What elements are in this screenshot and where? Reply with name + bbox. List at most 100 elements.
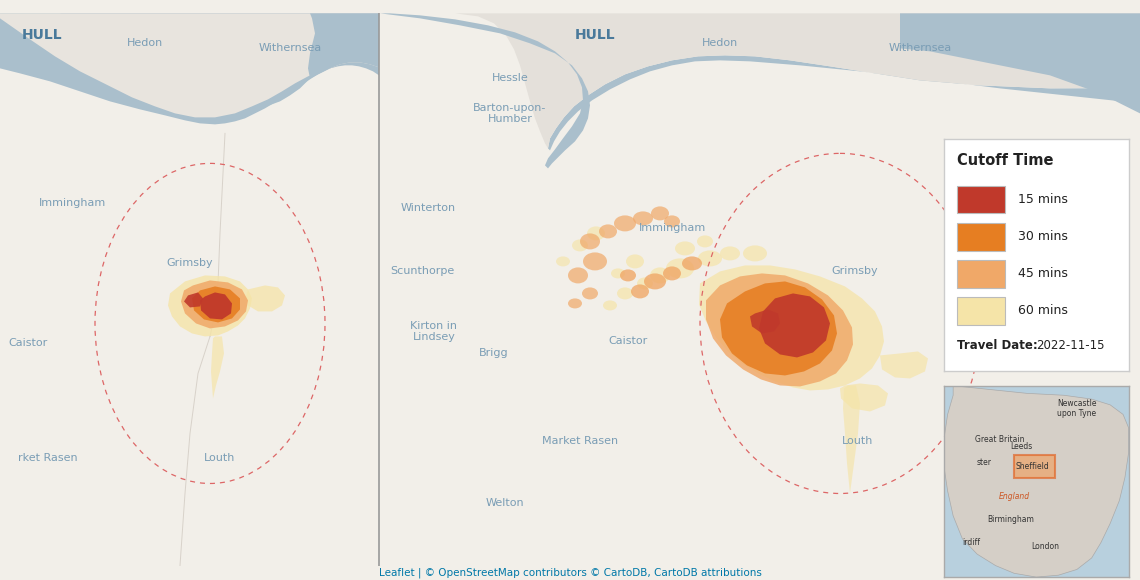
Text: Withernsea: Withernsea (888, 44, 952, 53)
Text: HULL: HULL (575, 28, 616, 42)
Text: Louth: Louth (842, 437, 873, 447)
Text: Cutoff Time: Cutoff Time (956, 153, 1053, 168)
Text: 15 mins: 15 mins (1018, 193, 1068, 206)
Text: Brigg: Brigg (479, 349, 508, 358)
Ellipse shape (743, 245, 767, 262)
Text: Grimsby: Grimsby (832, 266, 878, 277)
Text: Withernsea: Withernsea (259, 44, 321, 53)
Ellipse shape (633, 211, 653, 226)
Ellipse shape (568, 299, 583, 309)
Ellipse shape (587, 226, 605, 240)
Text: Leaflet | © OpenStreetMap contributors © CartoDB, CartoDB attributions: Leaflet | © OpenStreetMap contributors ©… (378, 567, 762, 578)
Text: Grimsby: Grimsby (166, 259, 213, 269)
Text: London: London (1032, 542, 1059, 551)
Polygon shape (0, 13, 378, 124)
Ellipse shape (632, 284, 649, 299)
Polygon shape (706, 273, 853, 386)
Polygon shape (0, 13, 378, 113)
Ellipse shape (698, 251, 722, 266)
Ellipse shape (675, 241, 695, 255)
Text: Leeds: Leeds (1010, 443, 1033, 451)
FancyBboxPatch shape (956, 223, 1004, 251)
Ellipse shape (556, 256, 570, 266)
FancyBboxPatch shape (956, 297, 1004, 325)
FancyBboxPatch shape (956, 186, 1004, 213)
Ellipse shape (620, 270, 636, 281)
Text: Hide: Hide (1027, 509, 1055, 522)
Text: Caistor: Caistor (8, 339, 48, 349)
Ellipse shape (603, 300, 617, 310)
Polygon shape (380, 13, 1140, 150)
Text: Immingham: Immingham (640, 223, 707, 233)
Ellipse shape (663, 215, 679, 227)
Polygon shape (168, 276, 252, 336)
Text: ster: ster (977, 458, 992, 467)
Text: England: England (999, 492, 1029, 501)
Polygon shape (380, 13, 1140, 148)
Text: Kirton in
Lindsey: Kirton in Lindsey (410, 321, 457, 342)
Text: HULL: HULL (22, 28, 63, 42)
Polygon shape (0, 13, 378, 117)
Text: 30 mins: 30 mins (1018, 230, 1068, 243)
Text: Scunthorpe: Scunthorpe (390, 266, 454, 277)
Polygon shape (840, 383, 888, 411)
Polygon shape (181, 280, 249, 328)
Polygon shape (842, 386, 860, 494)
Text: Louth: Louth (204, 454, 236, 463)
Ellipse shape (614, 215, 636, 231)
Polygon shape (699, 266, 884, 390)
Text: rket Rasen: rket Rasen (18, 454, 78, 463)
Text: Great Britain: Great Britain (975, 435, 1024, 444)
Text: Hessle: Hessle (491, 73, 528, 84)
Ellipse shape (651, 206, 669, 220)
Text: irdiff: irdiff (962, 538, 980, 547)
Text: Newcastle
upon Tyne: Newcastle upon Tyne (1057, 399, 1097, 418)
Text: Hedon: Hedon (702, 38, 738, 48)
Ellipse shape (583, 288, 598, 299)
Ellipse shape (663, 266, 681, 280)
FancyBboxPatch shape (1015, 455, 1054, 477)
Ellipse shape (626, 255, 644, 269)
Text: Market Rasen: Market Rasen (542, 437, 618, 447)
Text: 2022-11-15: 2022-11-15 (1036, 339, 1105, 352)
Ellipse shape (598, 224, 617, 238)
Text: Barton-upon-
Humber: Barton-upon- Humber (473, 103, 547, 124)
Text: Travel Date:: Travel Date: (956, 339, 1037, 352)
Ellipse shape (637, 277, 653, 289)
Polygon shape (308, 13, 378, 78)
Text: Winterton: Winterton (400, 204, 456, 213)
Polygon shape (184, 292, 203, 307)
Ellipse shape (682, 256, 702, 270)
Text: Caistor: Caistor (609, 336, 648, 346)
Polygon shape (246, 285, 285, 311)
Polygon shape (759, 293, 830, 357)
Ellipse shape (572, 240, 588, 251)
Text: Welton: Welton (486, 498, 524, 509)
Ellipse shape (720, 246, 740, 260)
Text: Birmingham: Birmingham (987, 515, 1034, 524)
Ellipse shape (650, 267, 670, 284)
Polygon shape (880, 351, 928, 378)
Ellipse shape (617, 288, 633, 299)
Ellipse shape (611, 269, 625, 278)
Polygon shape (899, 13, 1140, 113)
Text: 45 mins: 45 mins (1018, 267, 1068, 280)
Polygon shape (380, 13, 591, 168)
Polygon shape (200, 292, 233, 320)
Text: Hedon: Hedon (127, 38, 163, 48)
Ellipse shape (644, 273, 666, 289)
Text: 60 mins: 60 mins (1018, 304, 1068, 317)
FancyBboxPatch shape (956, 260, 1004, 288)
Polygon shape (192, 287, 241, 322)
Polygon shape (720, 281, 837, 375)
Ellipse shape (568, 267, 588, 284)
Ellipse shape (580, 233, 600, 249)
Polygon shape (0, 13, 378, 113)
Polygon shape (211, 336, 223, 398)
Polygon shape (944, 386, 1129, 577)
Ellipse shape (666, 259, 694, 278)
Text: Immingham: Immingham (39, 198, 106, 208)
Text: Sheffield: Sheffield (1016, 462, 1050, 470)
Polygon shape (750, 309, 780, 334)
Ellipse shape (583, 252, 606, 270)
